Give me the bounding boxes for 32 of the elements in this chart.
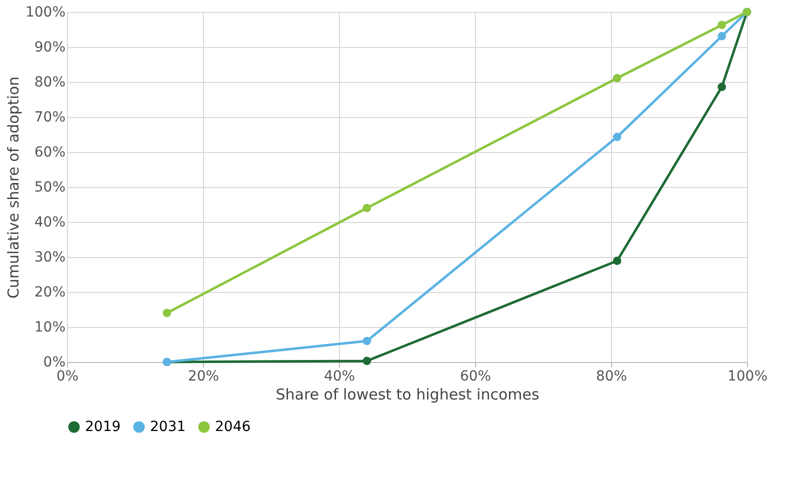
legend-label: 2046 xyxy=(215,419,251,435)
y-tick-label: 10% xyxy=(34,320,66,336)
x-tick-label: 80% xyxy=(596,368,628,384)
y-axis-title: Cumulative share of adoption xyxy=(4,76,22,299)
y-tick-label: 60% xyxy=(34,144,66,160)
y-tick-label: 20% xyxy=(34,284,66,300)
y-tick-label: 40% xyxy=(34,214,66,230)
point xyxy=(718,82,726,92)
x-tick-label: 0% xyxy=(56,368,79,384)
legend-label: 2031 xyxy=(150,419,186,435)
y-tick-label: 90% xyxy=(34,40,66,56)
y-tick-label: 30% xyxy=(34,250,66,266)
point xyxy=(362,356,372,366)
point xyxy=(612,74,622,82)
y-tick-label: 80% xyxy=(34,74,66,90)
point xyxy=(362,204,372,212)
x-tick-label: 40% xyxy=(324,368,356,384)
point xyxy=(612,256,622,266)
x-tick-label: 60% xyxy=(460,368,492,384)
y-tick-label: 0% xyxy=(43,354,66,370)
point xyxy=(718,20,726,30)
point xyxy=(362,336,372,346)
x-tick-label: 20% xyxy=(188,368,220,384)
x-axis-title: Share of lowest to highest incomes xyxy=(276,386,540,404)
point xyxy=(612,132,622,142)
legend-label: 2019 xyxy=(85,419,121,435)
y-tick-label: 70% xyxy=(34,110,66,126)
y-tick-label: 50% xyxy=(34,180,66,196)
point xyxy=(162,308,172,318)
x-tick-label: 100% xyxy=(727,368,768,384)
point xyxy=(718,32,726,40)
y-tick-label: 100% xyxy=(25,4,66,20)
